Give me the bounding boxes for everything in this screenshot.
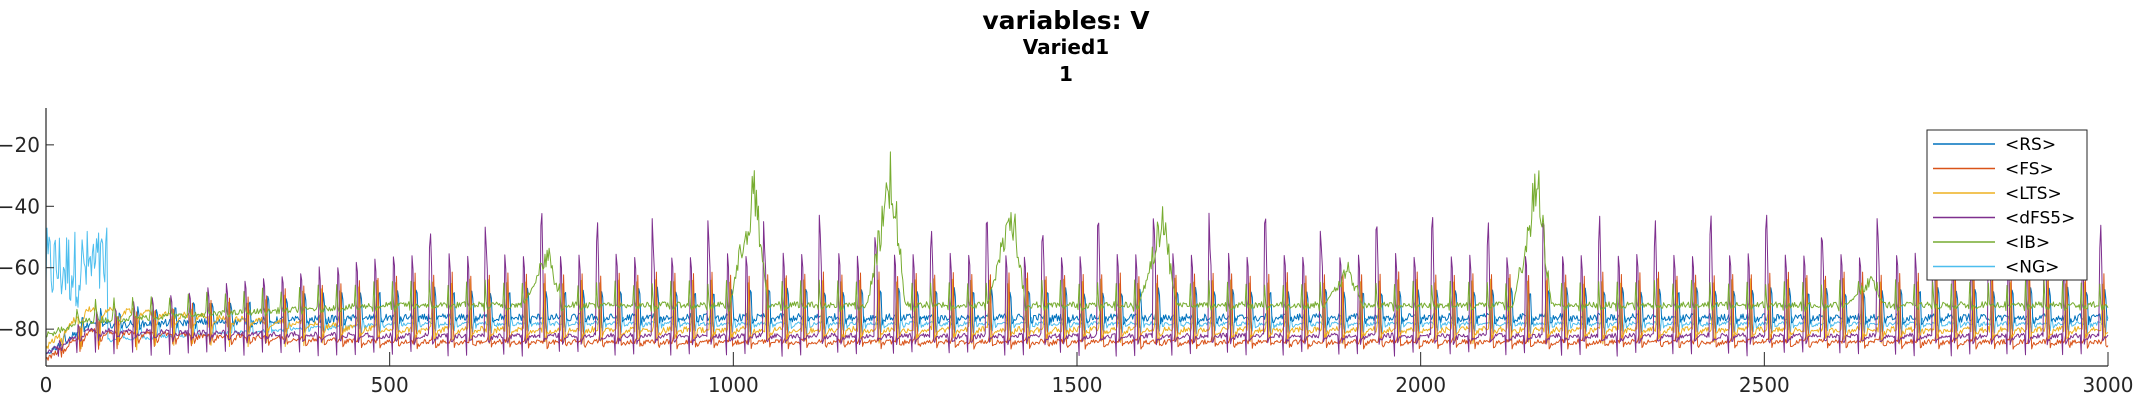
x-tick-label: 1500 <box>1052 373 1103 397</box>
y-tick-label: −60 <box>0 256 40 280</box>
series-line-ib <box>45 151 2109 338</box>
x-tick-label: 3000 <box>2083 373 2133 397</box>
x-tick-label: 2000 <box>1395 373 1446 397</box>
legend-entry-fs: <FS> <box>1933 160 2054 180</box>
legend-label: <NG> <box>2005 258 2059 278</box>
chart-subtitle: Varied1 <box>1023 35 1109 59</box>
series-line-rs <box>45 286 2109 354</box>
x-tick-label: 500 <box>371 373 409 397</box>
legend: <RS> <FS> <LTS> <dFS5> <IB> <NG> <box>1926 129 2088 281</box>
y-tick-label: −20 <box>0 133 40 157</box>
legend-label: <FS> <box>2005 160 2054 180</box>
legend-label: <dFS5> <box>2005 209 2075 229</box>
legend-box <box>1926 129 2088 281</box>
legend-items: <RS> <FS> <LTS> <dFS5> <IB> <NG> <box>1933 135 2075 278</box>
y-tick-label: −40 <box>0 194 40 218</box>
series-line-fs <box>45 271 2109 361</box>
chart-title: variables: V <box>982 6 1150 35</box>
x-tick-label: 2500 <box>1739 373 1790 397</box>
legend-entry-ng: <NG> <box>1933 258 2059 278</box>
plot-area: 0 500 1000 1500 2000 2500 3000 −20 −40 −60 −80 <box>0 108 2133 397</box>
legend-label: <RS> <box>2005 135 2056 155</box>
series-line-dfs5 <box>45 212 2109 357</box>
legend-label: <LTS> <box>2005 184 2062 204</box>
axes-layer: 0 500 1000 1500 2000 2500 3000 −20 −40 −60 −80 <box>0 108 2133 397</box>
x-tick-label: 0 <box>40 373 53 397</box>
series-layer <box>45 151 2109 361</box>
legend-entry-dfs5: <dFS5> <box>1933 209 2075 229</box>
legend-entry-rs: <RS> <box>1933 135 2056 155</box>
y-tick-label: −80 <box>0 317 40 341</box>
x-tick-label: 1000 <box>708 373 759 397</box>
legend-label: <IB> <box>2005 233 2050 253</box>
chart-subtitle-2: 1 <box>1059 62 1073 86</box>
legend-entry-ib: <IB> <box>1933 233 2050 253</box>
legend-entry-lts: <LTS> <box>1933 184 2062 204</box>
